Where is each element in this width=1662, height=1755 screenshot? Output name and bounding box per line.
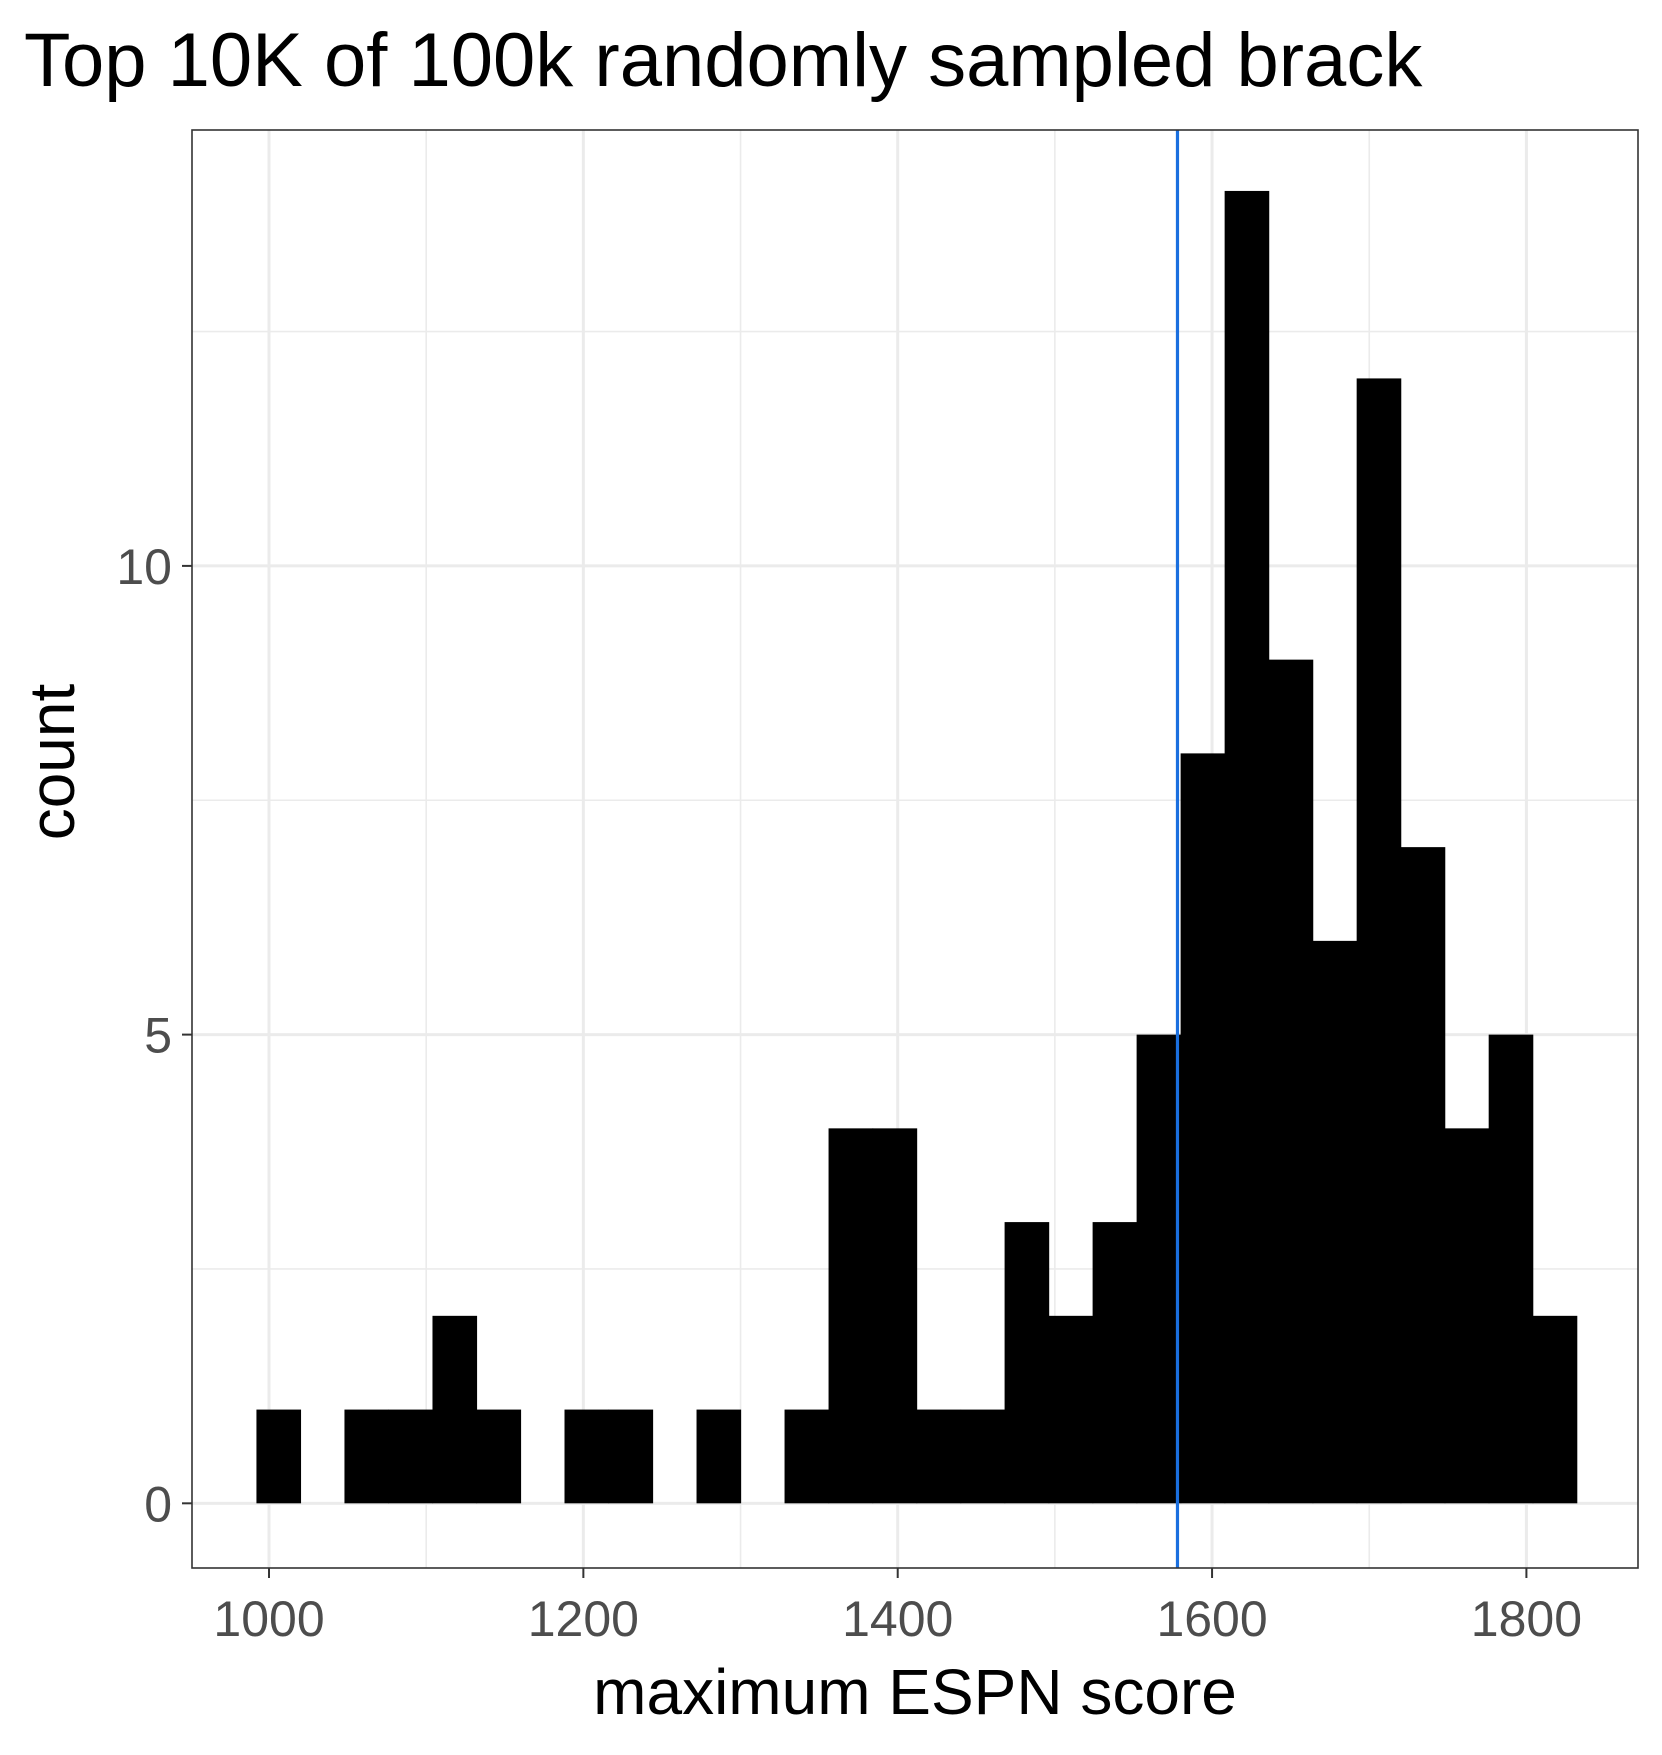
histogram-bar <box>696 1409 742 1504</box>
histogram-bar <box>916 1409 962 1504</box>
bars-layer <box>256 190 1578 1504</box>
histogram-bar <box>432 1315 478 1504</box>
histogram-bar <box>784 1409 830 1504</box>
histogram-bar <box>1312 940 1358 1504</box>
histogram-bar <box>1400 847 1446 1504</box>
histogram-bar <box>564 1409 610 1504</box>
y-tick-label: 0 <box>144 1476 172 1532</box>
histogram-bar <box>1356 378 1402 1504</box>
x-tick-label: 1000 <box>213 1591 324 1647</box>
chart-title: Top 10K of 100k randomly sampled brack <box>24 18 1423 103</box>
histogram-bar <box>960 1409 1006 1504</box>
y-tick-label: 10 <box>116 539 172 595</box>
histogram-bar <box>1048 1315 1094 1504</box>
y-tick-label: 5 <box>144 1008 172 1064</box>
histogram-bar <box>1488 1034 1534 1504</box>
x-tick-label: 1400 <box>842 1591 953 1647</box>
histogram-bar <box>872 1128 918 1504</box>
histogram-bar <box>344 1409 390 1504</box>
histogram-bar <box>1004 1222 1050 1504</box>
x-axis: 1000 1200 1400 1600 1800 <box>213 1568 1582 1647</box>
histogram-bar <box>828 1128 874 1504</box>
histogram-bar <box>1268 659 1314 1504</box>
y-axis-title: count <box>16 684 88 841</box>
histogram-bar <box>1532 1315 1578 1504</box>
histogram-bar <box>476 1409 522 1504</box>
histogram-bar <box>608 1409 654 1504</box>
x-tick-label: 1200 <box>528 1591 639 1647</box>
histogram-bar <box>1136 1034 1182 1504</box>
panel-border <box>191 129 1639 1569</box>
x-tick-label: 1600 <box>1156 1591 1267 1647</box>
x-tick-label: 1800 <box>1471 1591 1582 1647</box>
x-axis-title: maximum ESPN score <box>593 1656 1237 1728</box>
histogram-bar <box>388 1409 434 1504</box>
histogram-bar <box>256 1409 302 1504</box>
histogram-bar <box>1092 1222 1138 1504</box>
histogram-bar <box>1444 1128 1490 1504</box>
y-axis: 0 5 10 <box>116 539 192 1532</box>
histogram-bar <box>1224 190 1270 1504</box>
histogram-bar <box>1180 753 1226 1504</box>
